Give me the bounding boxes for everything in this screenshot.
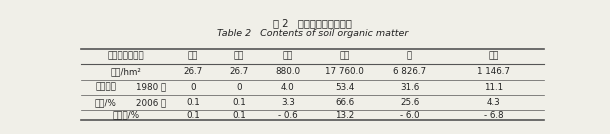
Text: 1 146.7: 1 146.7 — [477, 67, 510, 76]
Text: 极缺: 极缺 — [488, 52, 499, 61]
Text: 53.4: 53.4 — [335, 83, 354, 92]
Text: - 0.6: - 0.6 — [278, 111, 298, 120]
Text: 4.3: 4.3 — [487, 98, 500, 107]
Text: 4.0: 4.0 — [281, 83, 295, 92]
Text: 880.0: 880.0 — [275, 67, 300, 76]
Text: 66.6: 66.6 — [335, 98, 354, 107]
Text: 2006 年: 2006 年 — [135, 98, 166, 107]
Text: 13.2: 13.2 — [335, 111, 354, 120]
Text: 0.1: 0.1 — [232, 98, 246, 107]
Text: 0.1: 0.1 — [187, 98, 200, 107]
Text: 较缺: 较缺 — [339, 52, 350, 61]
Text: 缺: 缺 — [407, 52, 412, 61]
Text: 6 826.7: 6 826.7 — [393, 67, 426, 76]
Text: 丰富: 丰富 — [188, 52, 198, 61]
Text: 占耕地总: 占耕地总 — [95, 83, 117, 92]
Text: 增减值/%: 增减值/% — [112, 111, 140, 120]
Text: Table 2   Contents of soil organic matter: Table 2 Contents of soil organic matter — [217, 29, 408, 38]
Text: 3.3: 3.3 — [281, 98, 295, 107]
Text: - 6.0: - 6.0 — [400, 111, 419, 120]
Text: 0.1: 0.1 — [187, 111, 200, 120]
Text: 中等: 中等 — [282, 52, 293, 61]
Text: - 6.8: - 6.8 — [484, 111, 503, 120]
Text: 面积/%: 面积/% — [95, 98, 117, 107]
Text: 表 2   土壤有机质含量状况: 表 2 土壤有机质含量状况 — [273, 19, 352, 29]
Text: 11.1: 11.1 — [484, 83, 503, 92]
Text: 26.7: 26.7 — [184, 67, 203, 76]
Text: 26.7: 26.7 — [230, 67, 249, 76]
Text: 面积/hm²: 面积/hm² — [110, 67, 142, 76]
Text: 17 760.0: 17 760.0 — [325, 67, 364, 76]
Text: 占总面积的比例: 占总面积的比例 — [107, 52, 144, 61]
Text: 较丰: 较丰 — [234, 52, 245, 61]
Text: 0.1: 0.1 — [232, 111, 246, 120]
Text: 25.6: 25.6 — [400, 98, 419, 107]
Text: 0: 0 — [237, 83, 242, 92]
Text: 0: 0 — [190, 83, 196, 92]
Text: 1980 年: 1980 年 — [135, 83, 166, 92]
Text: 31.6: 31.6 — [400, 83, 419, 92]
